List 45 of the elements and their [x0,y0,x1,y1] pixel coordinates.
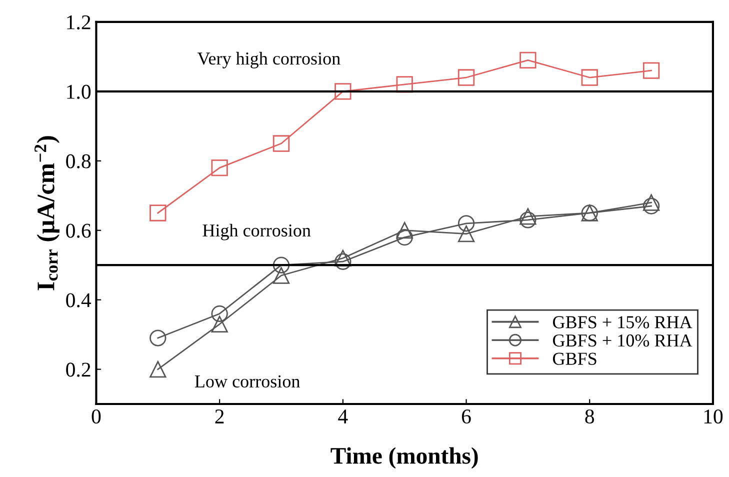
y-tick-label: 0.6 [66,224,91,238]
point [581,69,598,86]
x-tick-label: 6 [462,410,471,424]
y-tick-label: 0.2 [66,362,90,377]
x-tick-label: 2 [215,410,224,424]
point [334,83,352,100]
point [150,330,166,346]
point [334,253,352,270]
point [272,267,290,284]
x-tick-label: 10 [704,409,723,424]
point [396,76,413,93]
point [458,69,475,86]
y-axis-title: I$_{corr}$ (μA/cm$^{−2}$) [34,136,60,290]
point [642,198,660,214]
x-tick-label: 4 [338,410,348,424]
x-tick-label: 0 [92,409,101,424]
y-tick-label: 0.8 [66,154,91,168]
point [211,305,228,322]
legend-label: GBFS + 10% RHA [552,334,692,347]
y-tick-label: 0.4 [66,293,92,308]
x-tick-label: 8 [585,409,594,424]
point [520,212,536,228]
point [458,225,475,242]
y-tick-label: 1.2 [67,15,90,30]
point [211,159,228,176]
point [396,228,413,246]
legend-label: GBFS + 15% RHA [552,316,692,328]
point [642,62,660,79]
point [334,250,352,266]
point [272,135,290,152]
point [150,204,166,222]
point [272,256,290,274]
legend-label: GBFS [552,352,596,365]
annotation: High corrosion [202,224,311,240]
point [150,360,166,378]
x-axis-title: Time (months) [330,447,478,469]
point [520,52,536,68]
point [458,215,475,232]
point [642,194,660,211]
annotation: Low corrosion [194,375,300,388]
point [520,208,536,225]
y-tick-label: 1.0 [67,84,91,99]
annotation: Very high corrosion [197,52,340,68]
point [211,316,228,332]
point [396,222,413,239]
